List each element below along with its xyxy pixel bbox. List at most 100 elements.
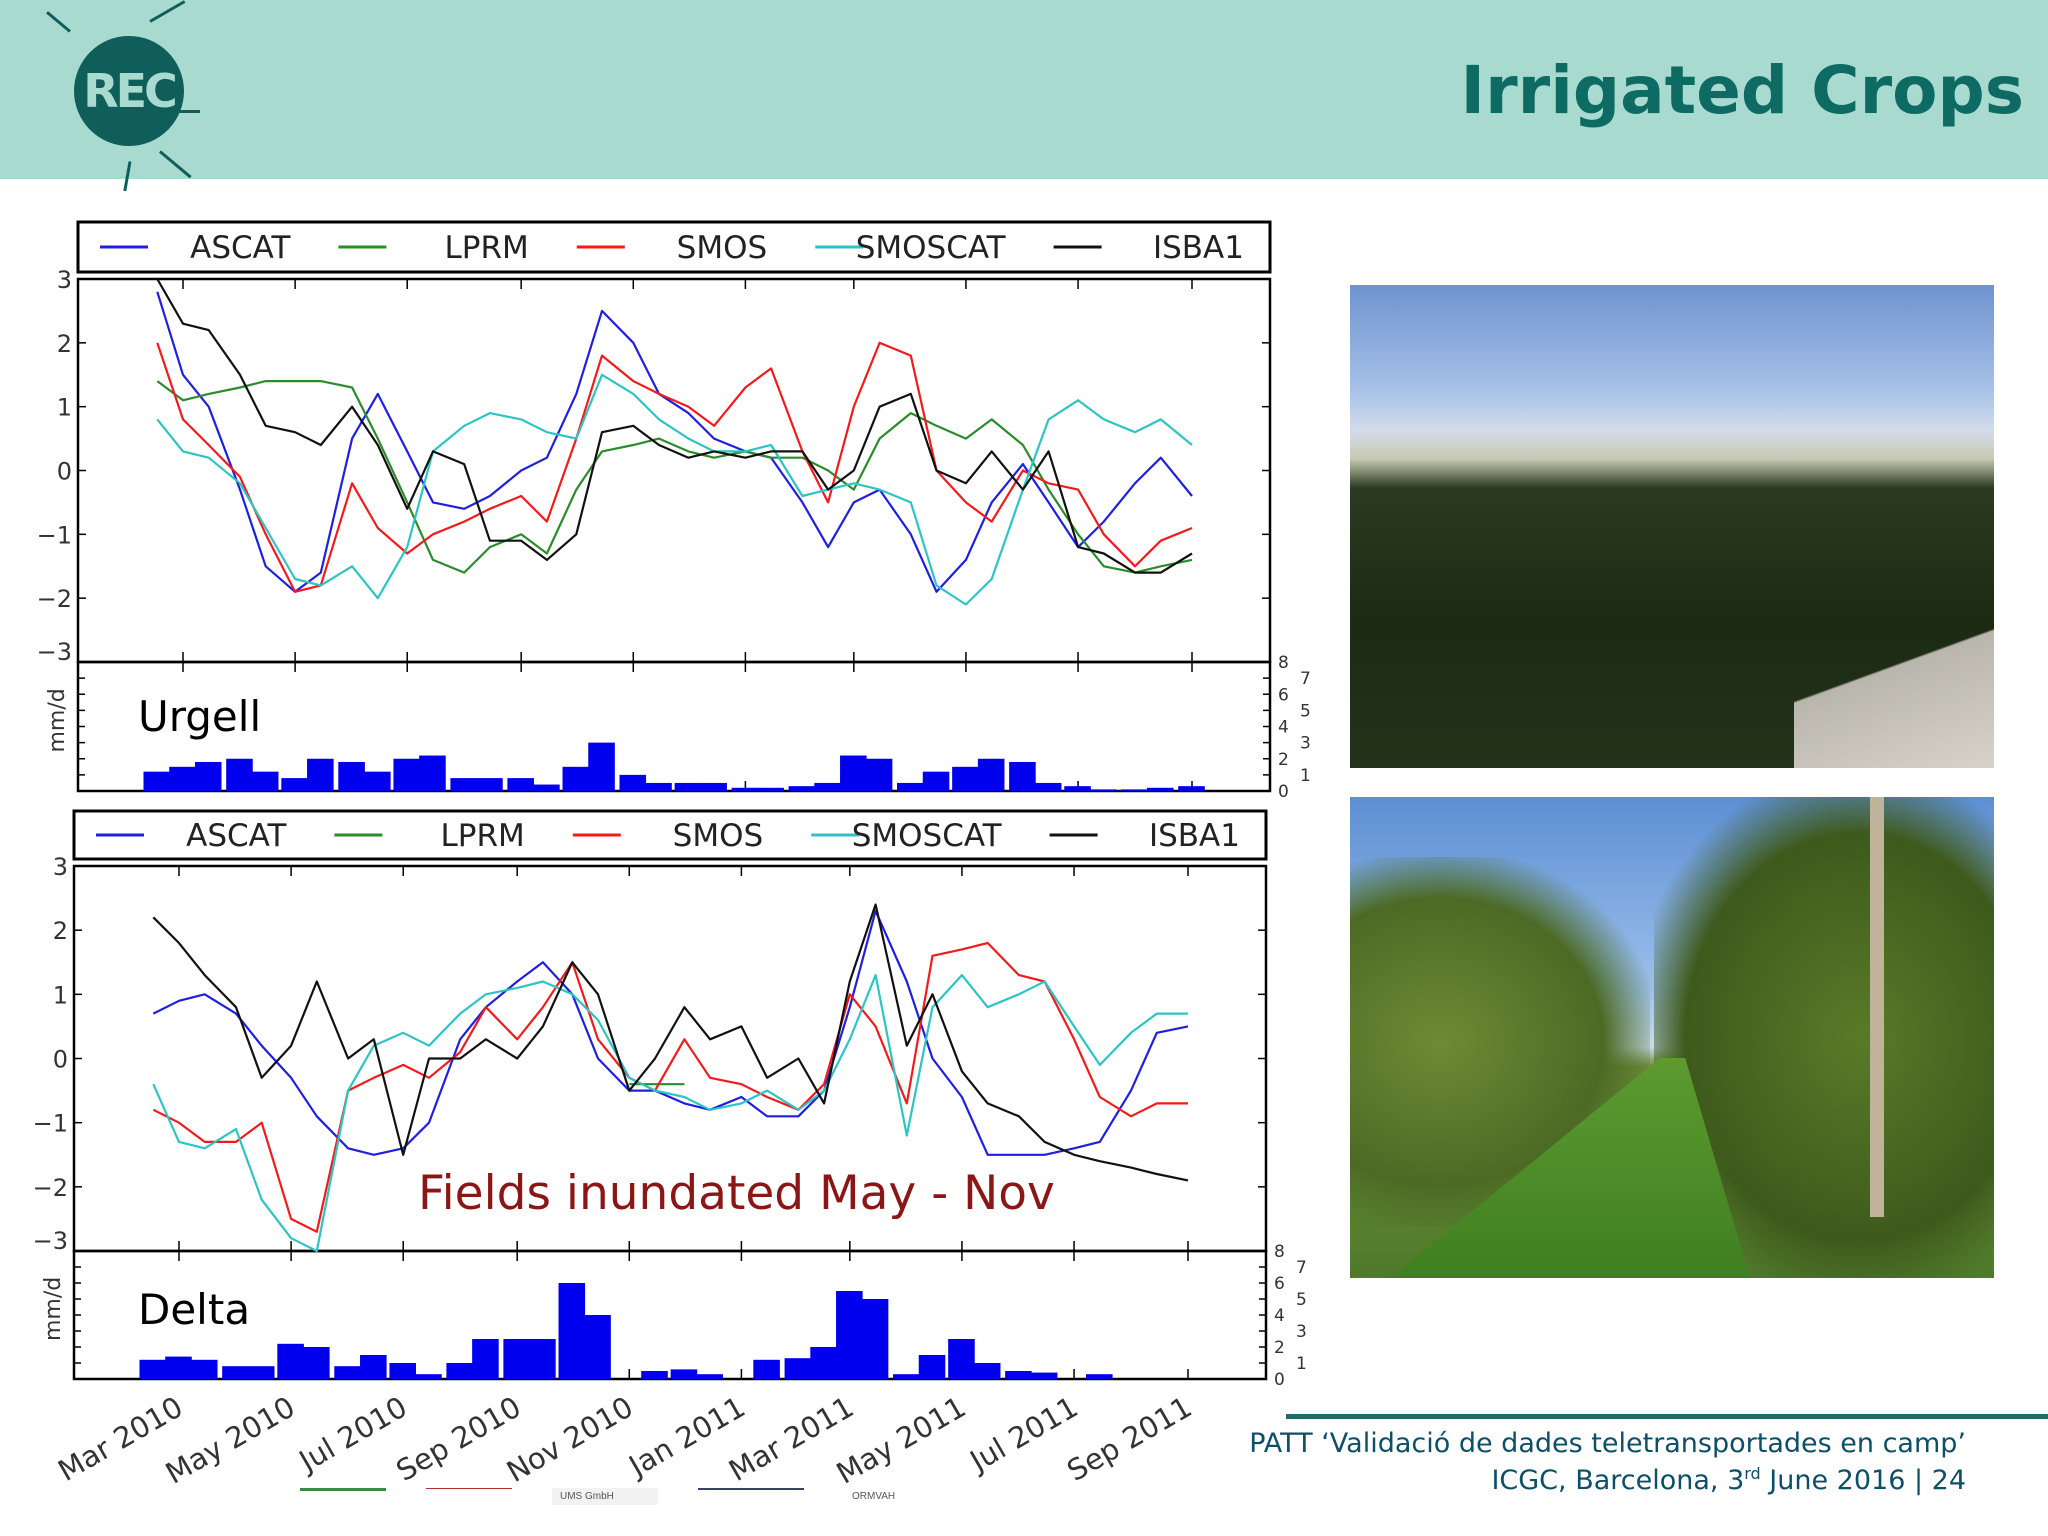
precip-bar (533, 784, 560, 791)
panel-label-urgell: Urgell (138, 692, 262, 741)
precip-bar (948, 1339, 975, 1379)
precip-bar (897, 782, 924, 791)
precip-y-tick-label: 8 (1274, 1242, 1285, 1262)
precip-bar (670, 1369, 698, 1379)
precip-bar (584, 1315, 611, 1379)
plot-frame (76, 277, 1272, 664)
photo-corn-field (1350, 285, 1994, 768)
legend-label-smos: SMOS (673, 818, 764, 854)
precip-bar (810, 1347, 837, 1379)
precip-y-tick-label: 6 (1278, 685, 1289, 705)
precip-bar (529, 1339, 556, 1379)
legend-label-ascat: ASCAT (190, 230, 291, 266)
precip-bar (226, 758, 253, 791)
legend-label-smos: SMOS (677, 230, 768, 266)
precip-bar (277, 1343, 304, 1379)
precip-y-tick-label: 0 (1274, 1370, 1285, 1390)
sponsor-logo-ormvah: ORMVAH (852, 1491, 896, 1502)
precip-y-tick-label: 2 (1274, 1338, 1285, 1358)
precip-bar (840, 755, 867, 791)
precip-bar (1121, 789, 1148, 791)
precip-bar (952, 766, 979, 791)
precip-bar (247, 1366, 275, 1379)
sponsor-logo-ums: UMS GmbH (552, 1488, 658, 1505)
x-tick-label: May 2010 (160, 1390, 301, 1491)
slide-title: Irrigated Crops (1460, 52, 2024, 129)
precip-bar (645, 782, 672, 791)
photo-apple-orchard (1350, 797, 1994, 1278)
y-tick-label: 3 (57, 266, 72, 294)
precip-bar (190, 1359, 218, 1379)
y-tick-label: −3 (37, 638, 72, 666)
precip-bar (389, 1363, 417, 1379)
precip-bar (619, 774, 647, 791)
series-line-ascat (156, 291, 1193, 593)
precip-bar (865, 758, 893, 791)
chart-panel-1: ASCAT LPRM SMOS SMOSCAT ISBA13210−1−2−301234… (33, 809, 1307, 1491)
chart-panel-0: ASCAT LPRM SMOS SMOSCAT ISBA13210−1−2−301234… (37, 220, 1311, 802)
precip-bar (419, 755, 446, 791)
x-tick-label: Nov 2010 (501, 1390, 639, 1489)
precip-bar (753, 1359, 780, 1379)
precip-y-tick-label: 3 (1296, 1322, 1307, 1342)
precip-bar (973, 1363, 1001, 1379)
precip-bar (338, 761, 365, 791)
precip-bar (1034, 782, 1062, 791)
precip-frame (72, 1249, 1268, 1381)
precip-bar (893, 1374, 920, 1379)
precip-bar (918, 1355, 946, 1379)
precip-y-tick-label: 4 (1274, 1306, 1285, 1326)
logo-text: REC (83, 64, 178, 118)
legend-label-lprm: LPRM (445, 230, 529, 266)
precip-bar (303, 1347, 330, 1379)
precip-bar (507, 778, 534, 791)
panel-label-delta: Delta (138, 1285, 251, 1334)
precip-bar (1146, 787, 1174, 791)
y-tick-label: −2 (37, 585, 72, 613)
precip-y-axis-label: mm/d (45, 688, 70, 752)
y-tick-label: −1 (33, 1110, 68, 1138)
precip-bar (364, 771, 391, 791)
sponsor-logo-1 (300, 1488, 386, 1505)
footer-event-text: ICGC, Barcelona, 3 (1491, 1465, 1745, 1496)
header-band: REC Irrigated Crops (0, 0, 2048, 192)
annotation-inundated: Fields inundated May - Nov (418, 1166, 1055, 1221)
precip-bar (922, 771, 950, 791)
precip-bar (1178, 786, 1205, 791)
precip-y-tick-label: 4 (1278, 718, 1289, 738)
series-line-smoscat (156, 373, 1193, 606)
precip-y-tick-label: 2 (1278, 750, 1289, 770)
precip-bar (696, 1374, 723, 1379)
precip-bar (139, 1359, 167, 1379)
precip-y-tick-label: 3 (1300, 734, 1311, 754)
precip-y-tick-label: 7 (1300, 669, 1311, 689)
precip-y-tick-label: 5 (1296, 1290, 1307, 1310)
series-line-smos (152, 941, 1188, 1233)
precip-bar (1009, 761, 1036, 791)
precip-bar (784, 1358, 812, 1379)
precip-bar (1085, 1374, 1113, 1379)
x-tick-label: Sep 2011 (1061, 1390, 1197, 1488)
footer-project: PATT ‘Validació de dades teletransportad… (1249, 1428, 1966, 1459)
series-line-lprm (156, 380, 1193, 574)
precip-bar (165, 1356, 192, 1379)
precip-bar (562, 766, 590, 791)
y-tick-label: −1 (37, 521, 72, 549)
precip-bar (194, 761, 222, 791)
precip-y-tick-label: 1 (1296, 1354, 1307, 1374)
precip-y-tick-label: 8 (1278, 653, 1289, 673)
series-line-isba1 (152, 903, 1189, 1182)
footer-divider (1286, 1414, 2048, 1419)
precip-bar (307, 758, 334, 791)
precip-bar (588, 742, 615, 791)
precip-bar (334, 1366, 361, 1379)
precip-bar (861, 1299, 889, 1379)
sponsor-logo-2 (426, 1488, 512, 1505)
precip-bar (814, 782, 841, 791)
legend-label-smoscat: SMOSCAT (852, 818, 1003, 854)
precip-bar (641, 1371, 668, 1379)
footer-sup: rd (1744, 1464, 1761, 1483)
precip-bar (472, 1339, 499, 1379)
x-tick-label: Sep 2010 (390, 1390, 526, 1488)
